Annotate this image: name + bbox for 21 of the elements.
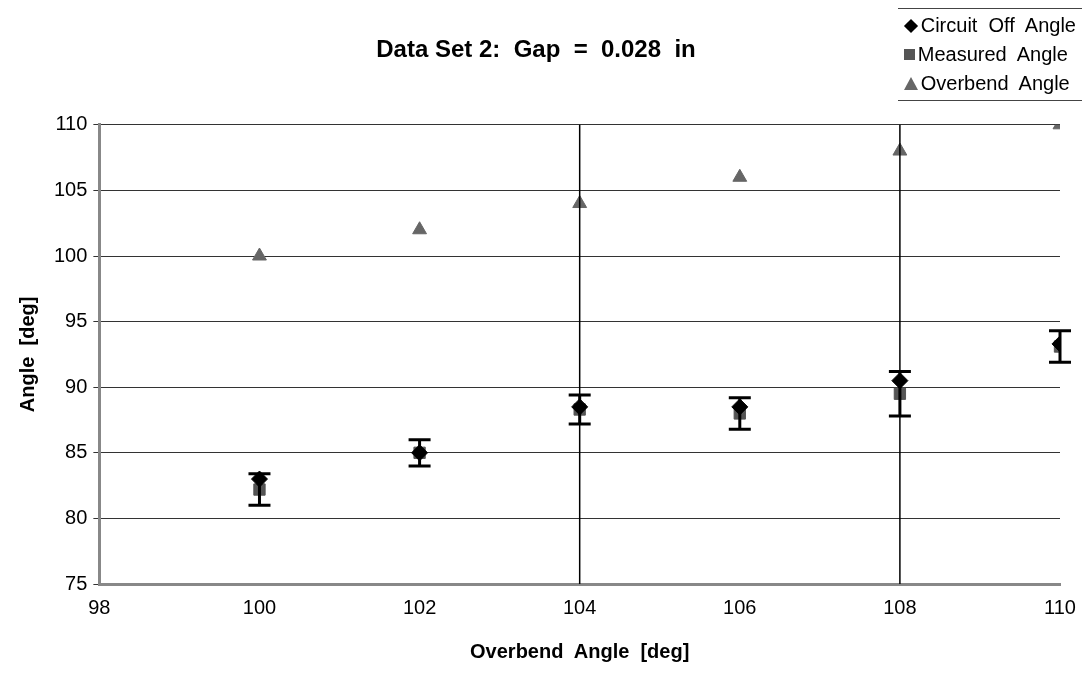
legend-label: Measured Angle (917, 42, 1068, 67)
y-tick-label: 75 (65, 571, 88, 594)
y-tick-label: 110 (55, 112, 88, 135)
x-tick-label: 104 (563, 595, 597, 618)
y-tick-label: 105 (53, 177, 88, 200)
x-tick-label: 100 (242, 595, 277, 618)
y-tick-label: 100 (53, 243, 88, 266)
chart-title: Data Set 2: Gap = 0.028 in (376, 35, 696, 63)
x-axis-title: Overbend Angle [deg] (470, 639, 690, 662)
y-tick-label: 80 (65, 505, 88, 528)
x-tick-label: 98 (88, 595, 111, 618)
x-tick-label: 108 (883, 595, 917, 618)
y-tick-label: 90 (65, 374, 88, 397)
y-tick-label: 95 (65, 309, 88, 332)
y-axis-title: Angle [deg] (15, 296, 38, 413)
legend-label: Overbend Angle (920, 71, 1070, 96)
x-tick-label: 106 (723, 595, 757, 618)
x-tick-label: 110 (1044, 595, 1076, 618)
legend-label: Circuit Off Angle (920, 13, 1076, 38)
x-tick-label: 102 (402, 595, 437, 618)
y-tick-label: 85 (65, 440, 88, 463)
